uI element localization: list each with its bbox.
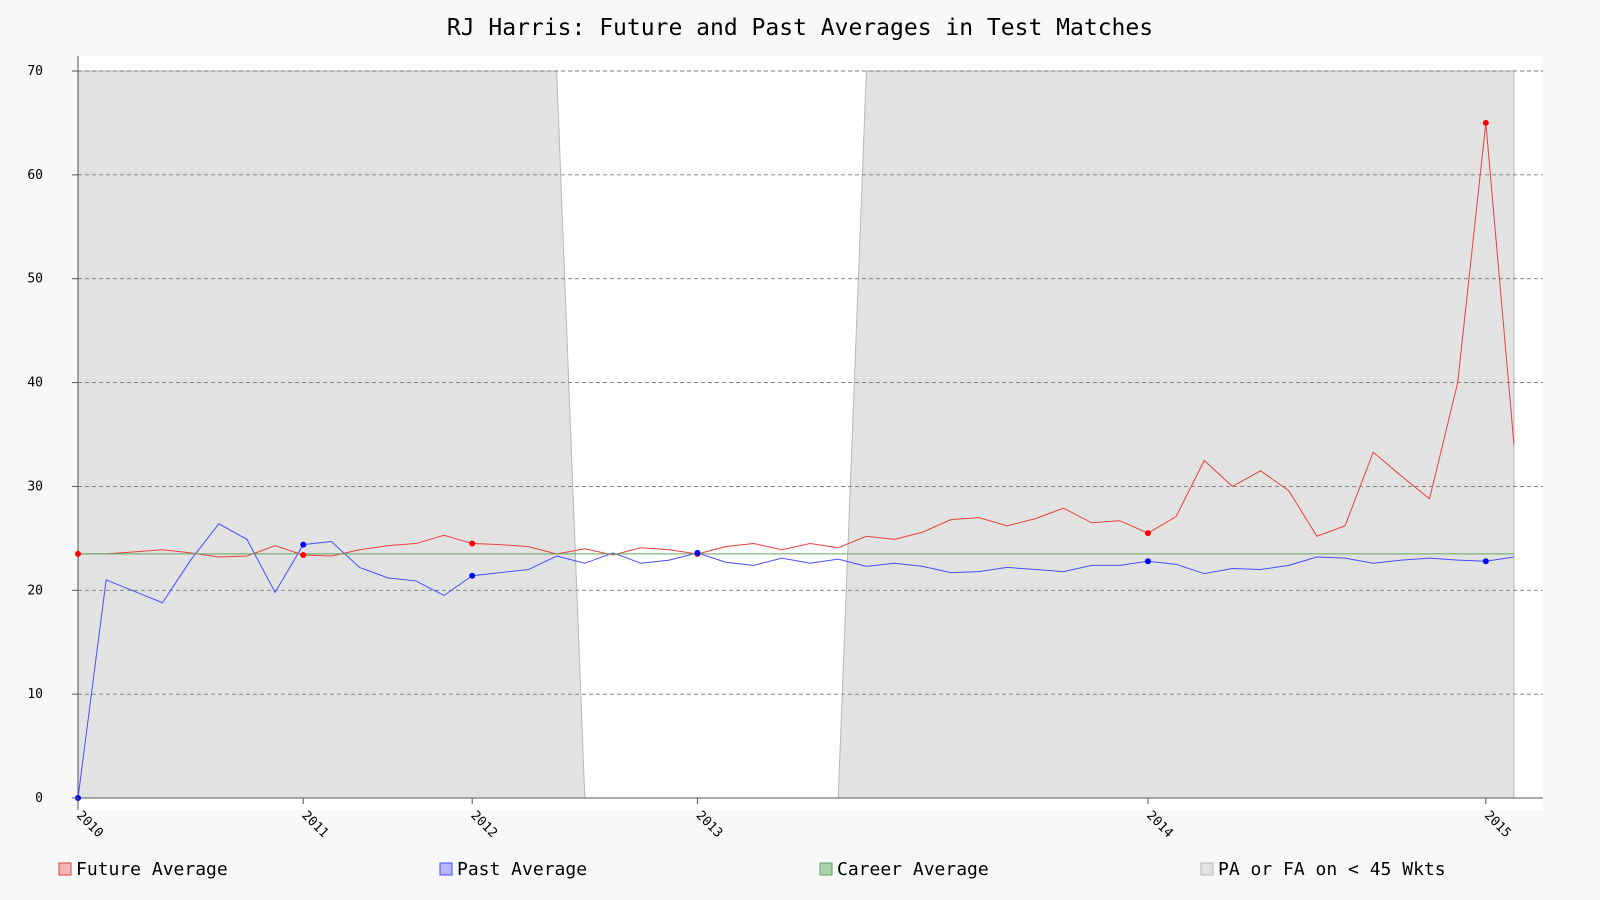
legend-swatch-2: [819, 862, 833, 876]
series-lines: [77, 122, 1515, 799]
y-tick-label-0: 0: [35, 791, 43, 806]
x-tick-label-2010: 2010: [73, 808, 106, 841]
shaded-region-1: [837, 70, 1515, 799]
marker-past-average-1: [300, 541, 307, 548]
y-tick-label-30: 30: [27, 479, 43, 494]
y-tick-labels: 0 10 20 30 40 50 60 70: [27, 64, 78, 806]
legend-swatch-3: [1200, 862, 1214, 876]
legend-label-1: Past Average: [457, 859, 587, 880]
series-line-future-average: [78, 122, 1515, 558]
marker-past-average-3: [694, 549, 701, 556]
y-tick-label-40: 40: [27, 376, 43, 391]
marker-past-average-5: [1482, 558, 1489, 565]
x-tick-label-2012: 2012: [467, 808, 500, 841]
y-tick-label-20: 20: [27, 583, 43, 598]
marker-past-average-2: [469, 572, 476, 579]
x-tick-label-2011: 2011: [298, 808, 331, 841]
x-tick-label-2014: 2014: [1143, 808, 1176, 841]
marker-past-average-4: [1144, 558, 1151, 565]
series-line-past-average: [77, 523, 1515, 799]
shaded-regions: [77, 70, 1515, 799]
marker-future-average-1: [300, 551, 307, 558]
y-tick-label-50: 50: [27, 272, 43, 287]
y-tick-label-70: 70: [27, 64, 43, 79]
legend: Future Average Past Average Career Average…: [58, 859, 1446, 880]
x-tick-label-2015: 2015: [1481, 808, 1514, 841]
y-tick-label-10: 10: [27, 687, 43, 702]
legend-swatch-1: [439, 862, 453, 876]
marker-future-average-2: [469, 540, 476, 547]
y-tick-label-60: 60: [27, 168, 43, 183]
legend-label-3: PA or FA on < 45 Wkts: [1218, 859, 1446, 880]
chart-title: RJ Harris: Future and Past Averages in T…: [447, 15, 1153, 41]
legend-label-2: Career Average: [837, 859, 989, 880]
marker-future-average-5: [1482, 119, 1489, 126]
marker-future-average-4: [1144, 530, 1151, 537]
legend-label-0: Future Average: [76, 859, 228, 880]
marker-future-average-0: [75, 550, 81, 557]
x-tick-label-2013: 2013: [693, 808, 726, 841]
shaded-region-0: [77, 70, 586, 799]
axes: [77, 56, 1543, 810]
legend-swatch-0: [58, 862, 72, 876]
grid-lines: [78, 70, 1543, 695]
series-markers: [75, 119, 1489, 801]
